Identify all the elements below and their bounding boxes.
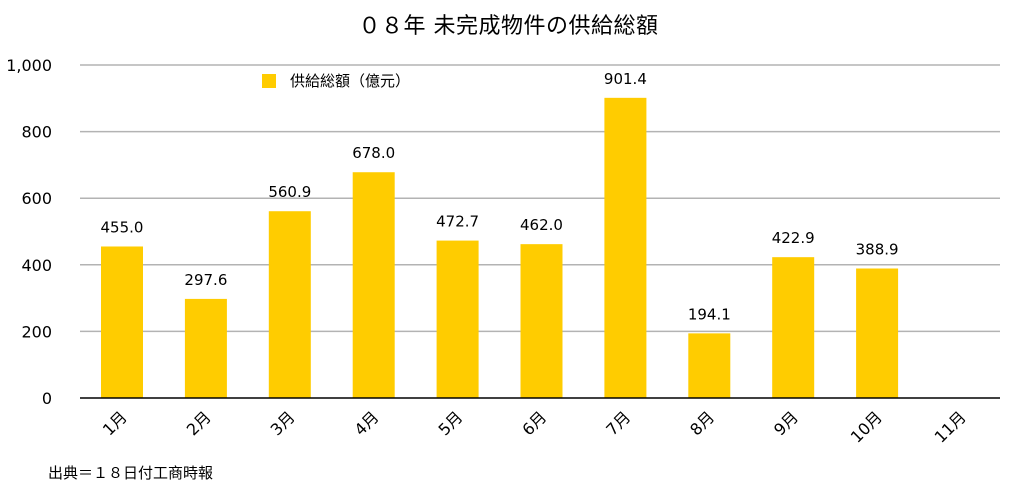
data-label: 472.7 [436,213,479,231]
x-tick-label: 10月 [847,407,886,446]
x-tick-label: 7月 [602,407,634,439]
x-tick-label: 6月 [518,407,550,439]
bar [604,97,647,398]
y-tick-label: 0 [42,389,52,408]
bar [772,257,815,398]
x-tick-label: 1月 [99,407,131,439]
bar [101,246,143,398]
x-tick-label: 3月 [267,407,299,439]
y-tick-label: 600 [21,189,52,208]
legend-label: 供給総額（億元） [290,72,410,90]
bar [184,298,227,398]
source-note: 出典＝１８日付工商時報 [48,464,214,482]
chart-title: ０８年 未完成物件の供給総額 [358,14,659,39]
x-tick-label: 2月 [183,407,215,439]
y-tick-label: 1,000 [6,56,52,75]
bar [352,172,395,398]
bar [520,244,563,398]
legend-swatch [262,74,276,88]
x-tick-label: 5月 [434,407,466,439]
data-label: 194.1 [688,305,731,323]
bar [856,268,899,398]
data-label: 422.9 [772,229,815,247]
data-label: 560.9 [268,183,311,201]
bar [688,333,731,398]
bar [436,240,479,398]
data-label: 455.0 [101,218,144,236]
x-tick-label: 4月 [351,407,383,439]
data-label: 678.0 [352,144,395,162]
x-tick-label: 11月 [931,407,970,446]
y-tick-label: 400 [21,256,52,275]
data-label: 462.0 [520,216,563,234]
data-label: 901.4 [604,70,647,88]
x-tick-label: 8月 [686,407,718,439]
y-tick-label: 200 [21,322,52,341]
bar [268,211,311,398]
x-tick-label: 9月 [770,407,802,439]
data-label: 297.6 [184,271,227,289]
data-label: 388.9 [856,240,899,258]
y-tick-label: 800 [21,123,52,142]
